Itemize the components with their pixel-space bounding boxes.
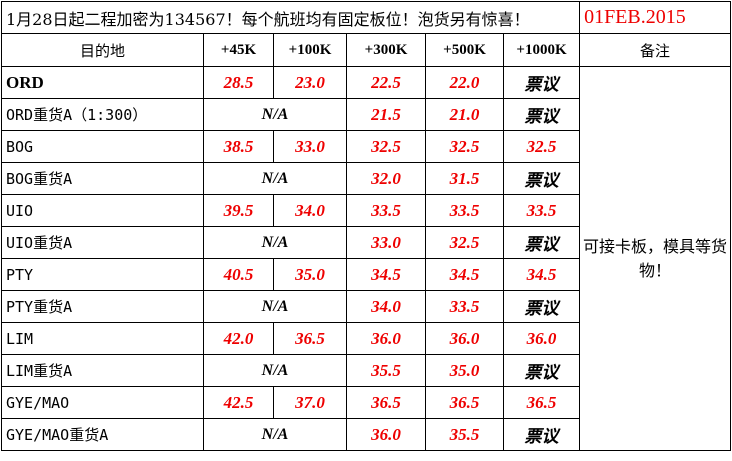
rate-cell: 31.5 xyxy=(425,162,504,195)
rate-cell: 36.0 xyxy=(346,418,426,451)
rate-cell: 票议 xyxy=(502,290,581,323)
na-cell: N/A xyxy=(203,354,347,387)
header-destination: 目的地 xyxy=(1,33,204,67)
table-row: PTY 40.5 35.0 34.5 34.5 34.5 xyxy=(1,258,731,291)
rate-cell: 42.5 xyxy=(203,386,274,419)
destination-cell: GYE/MAO xyxy=(1,386,204,419)
rate-cell: 21.0 xyxy=(425,98,504,131)
destination-cell: ORD xyxy=(1,66,204,99)
header-remarks: 备注 xyxy=(579,33,731,67)
destination-cell: ORD重货A（1:300） xyxy=(1,98,204,131)
rate-cell: 28.5 xyxy=(203,66,274,99)
rate-cell: 34.5 xyxy=(502,258,581,291)
destination-cell: LIM xyxy=(1,322,204,355)
rate-cell: 35.5 xyxy=(425,418,504,451)
rate-cell: 36.5 xyxy=(425,386,504,419)
table-row: UIO 39.5 34.0 33.5 33.5 33.5 xyxy=(1,194,731,227)
destination-cell: PTY重货A xyxy=(1,290,204,323)
rate-cell: 32.0 xyxy=(346,162,426,195)
destination-cell: UIO重货A xyxy=(1,226,204,259)
rate-cell: 36.5 xyxy=(273,322,347,355)
destination-cell: BOG xyxy=(1,130,204,163)
table-row: GYE/MAO重货A N/A 36.0 35.5 票议 xyxy=(1,418,731,451)
table-row: BOG重货A N/A 32.0 31.5 票议 xyxy=(1,162,731,195)
table-row: ORD重货A（1:300） N/A 21.5 21.0 票议 xyxy=(1,98,731,131)
remarks-cell: 可接卡板，模具等货物！ xyxy=(579,66,731,451)
rate-cell: 36.0 xyxy=(346,322,426,355)
rate-cell: 票议 xyxy=(502,354,581,387)
rate-cell: 36.0 xyxy=(425,322,504,355)
date: 01FEB.2015 xyxy=(579,1,731,34)
rate-cell: 34.0 xyxy=(273,194,347,227)
destination-cell: BOG重货A xyxy=(1,162,204,195)
rate-table: 1月28日起二程加密为134567！每个航班均有固定板位！泡货另有惊喜！ 01FE… xyxy=(0,1,731,451)
rate-cell: 22.0 xyxy=(425,66,504,99)
rate-cell: 35.5 xyxy=(346,354,426,387)
destination-cell: LIM重货A xyxy=(1,354,204,387)
rate-cell: 23.0 xyxy=(273,66,347,99)
rate-cell: 33.5 xyxy=(502,194,581,227)
na-cell: N/A xyxy=(203,162,347,195)
rate-cell: 票议 xyxy=(502,66,581,99)
destination-cell: GYE/MAO重货A xyxy=(1,418,204,451)
rate-cell: 42.0 xyxy=(203,322,274,355)
rate-cell: 33.5 xyxy=(425,290,504,323)
rate-cell: 票议 xyxy=(502,98,581,131)
rate-cell: 38.5 xyxy=(203,130,274,163)
rate-cell: 21.5 xyxy=(346,98,426,131)
header-100k: +100K xyxy=(273,33,347,67)
rate-cell: 22.5 xyxy=(346,66,426,99)
header-45k: +45K xyxy=(203,33,274,67)
rate-cell: 39.5 xyxy=(203,194,274,227)
rate-cell: 票议 xyxy=(502,162,581,195)
rate-cell: 32.5 xyxy=(502,130,581,163)
rate-cell: 36.5 xyxy=(346,386,426,419)
table-row: ORD 28.5 23.0 22.5 22.0 票议 可接卡板，模具等货物！ xyxy=(1,66,731,451)
table-row: LIM 42.0 36.5 36.0 36.0 36.0 xyxy=(1,322,731,355)
rate-cell: 32.5 xyxy=(425,226,504,259)
na-cell: N/A xyxy=(203,418,347,451)
rate-cell: 35.0 xyxy=(425,354,504,387)
rate-cell: 32.5 xyxy=(425,130,504,163)
rate-cell: 33.5 xyxy=(425,194,504,227)
rate-cell: 34.5 xyxy=(346,258,426,291)
table-row: GYE/MAO 42.5 37.0 36.5 36.5 36.5 xyxy=(1,386,731,419)
rate-cell: 36.5 xyxy=(502,386,581,419)
rate-cell: 37.0 xyxy=(273,386,347,419)
na-cell: N/A xyxy=(203,290,347,323)
rate-cell: 票议 xyxy=(502,226,581,259)
rate-cell: 33.0 xyxy=(346,226,426,259)
rate-cell: 32.5 xyxy=(346,130,426,163)
na-cell: N/A xyxy=(203,98,347,131)
rate-cell: 40.5 xyxy=(203,258,274,291)
rate-cell: 33.0 xyxy=(273,130,347,163)
rate-cell: 34.5 xyxy=(425,258,504,291)
title: 1月28日起二程加密为134567！每个航班均有固定板位！泡货另有惊喜！ xyxy=(0,1,581,34)
rate-cell: 36.0 xyxy=(502,322,581,355)
header-500k: +500K xyxy=(425,33,504,67)
header-300k: +300K xyxy=(346,33,426,67)
table-row: BOG 38.5 33.0 32.5 32.5 32.5 xyxy=(1,130,731,163)
rate-cell: 33.5 xyxy=(346,194,426,227)
destination-cell: PTY xyxy=(1,258,204,291)
rate-cell: 35.0 xyxy=(273,258,347,291)
na-cell: N/A xyxy=(203,226,347,259)
rate-cell: 票议 xyxy=(502,418,581,451)
destination-cell: UIO xyxy=(1,194,204,227)
table-row: LIM重货A N/A 35.5 35.0 票议 xyxy=(1,354,731,387)
table-row: UIO重货A N/A 33.0 32.5 票议 xyxy=(1,226,731,259)
rate-cell: 34.0 xyxy=(346,290,426,323)
header-1000k: +1000K xyxy=(502,33,581,67)
